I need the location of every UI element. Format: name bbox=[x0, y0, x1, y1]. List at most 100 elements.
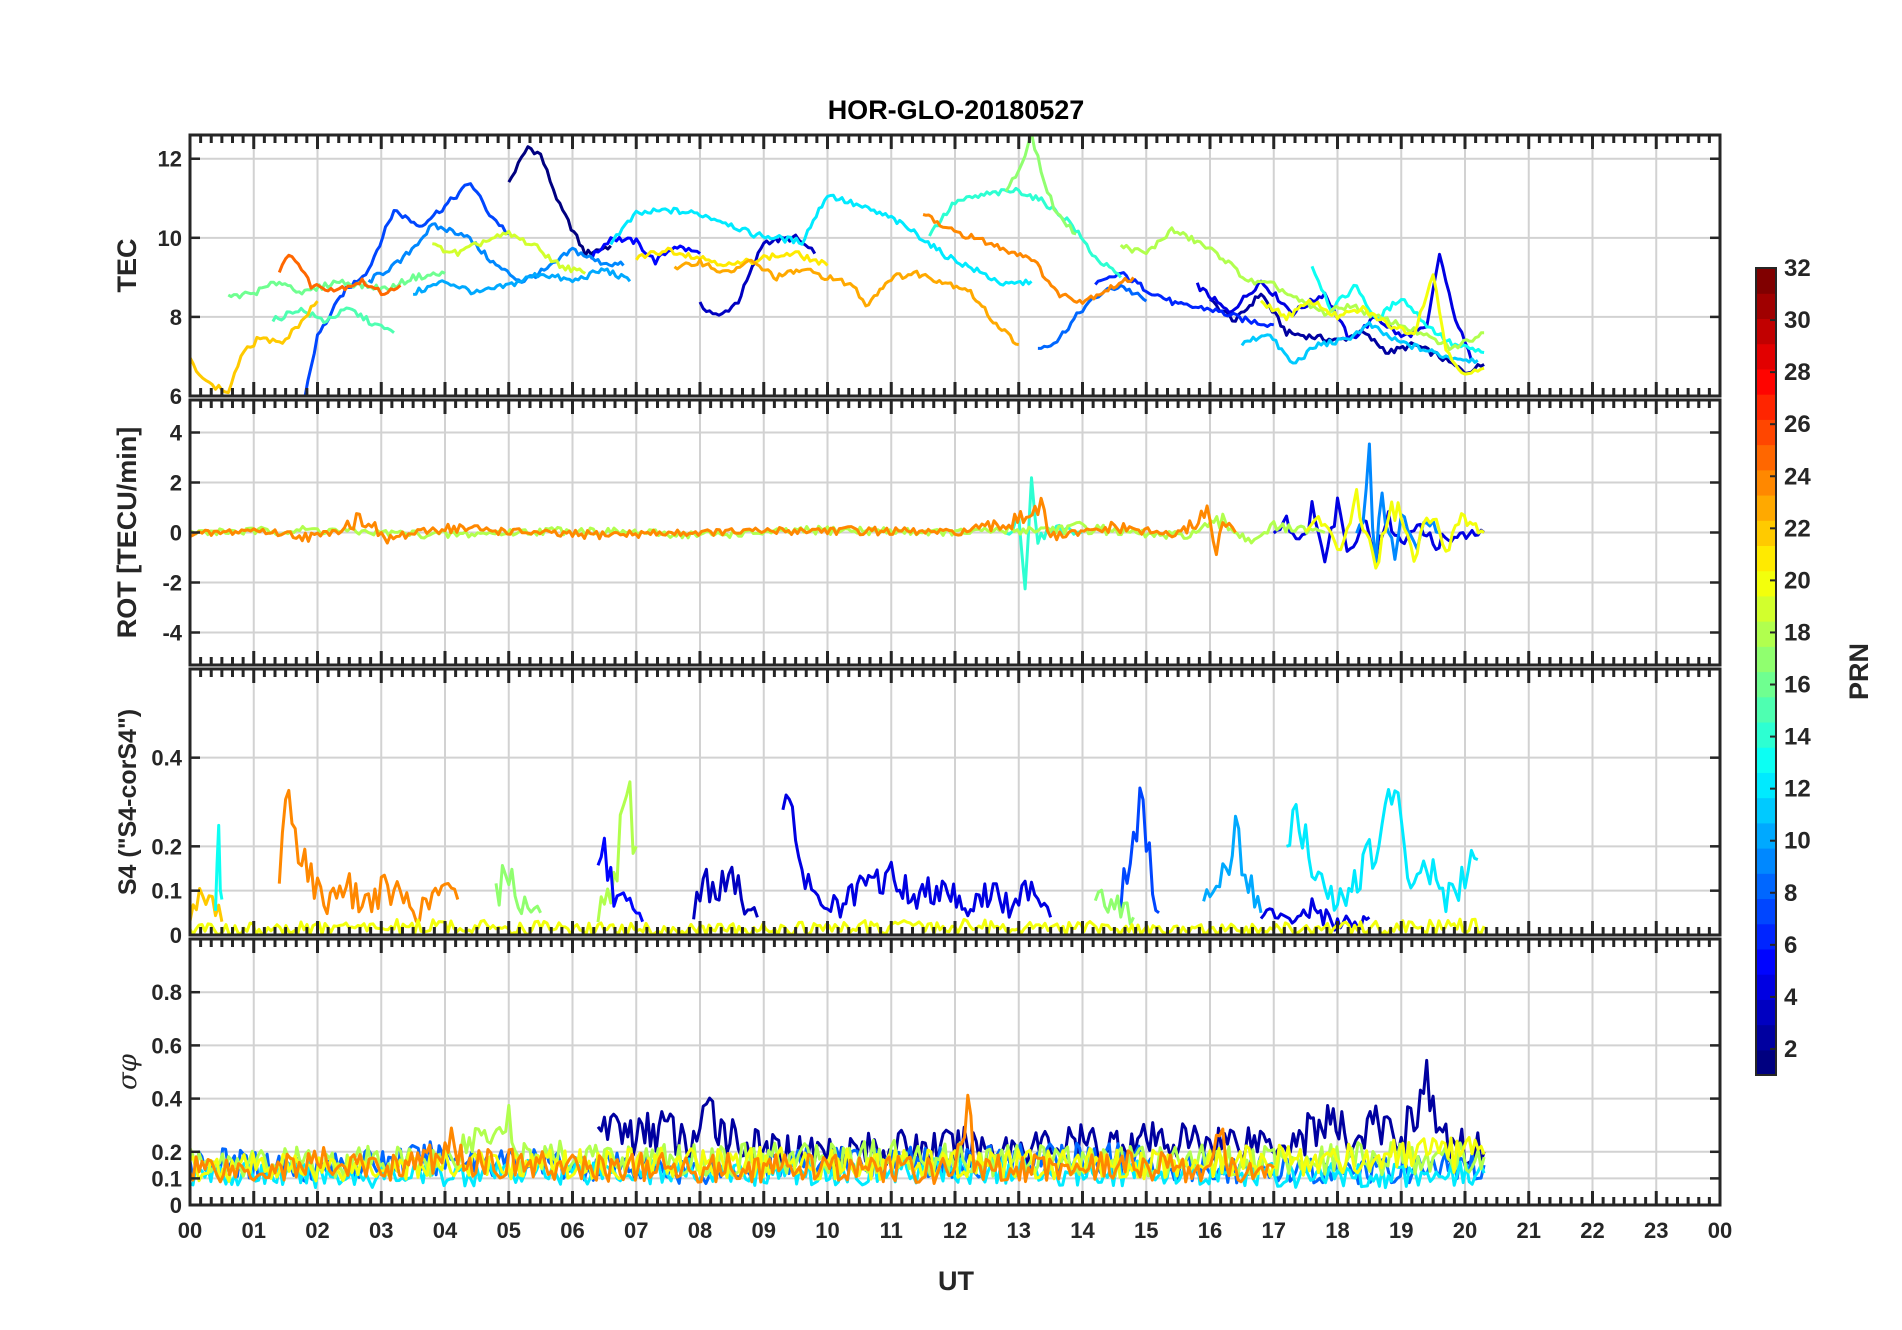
panel-tec-series-prn-20 bbox=[1259, 273, 1485, 376]
colorbar-segment bbox=[1756, 873, 1776, 900]
colorbar-segment bbox=[1756, 1024, 1776, 1051]
panel-s4-ytick-label: 0.4 bbox=[151, 746, 182, 771]
x-tick-label: 23 bbox=[1644, 1218, 1668, 1243]
panel-s4-ytick-label: 0 bbox=[170, 923, 182, 948]
x-tick-label: 06 bbox=[560, 1218, 584, 1243]
panel-s4-series bbox=[190, 780, 1486, 935]
panel-sigphi-series bbox=[190, 1058, 1486, 1190]
colorbar-tick-label: 10 bbox=[1784, 828, 1811, 855]
panel-rot-series-prn-18 bbox=[190, 512, 1326, 545]
colorbar-segment bbox=[1756, 747, 1776, 773]
x-tick-label: 07 bbox=[624, 1218, 648, 1243]
panel-s4: 0 0.1 0.2 0.4 S4 ("S4-corS4") bbox=[114, 667, 1722, 948]
panel-rot-xticks bbox=[188, 400, 1722, 665]
panel-sigphi-ytick-label: 0 bbox=[170, 1193, 182, 1218]
panel-s4-series-prn-10 bbox=[1202, 814, 1263, 914]
panel-rot-series-prn-24 bbox=[190, 496, 1237, 557]
colorbar-tick-label: 6 bbox=[1784, 932, 1797, 959]
x-tick-label: 03 bbox=[369, 1218, 393, 1243]
panel-tec-ytick-label: 6 bbox=[170, 384, 182, 409]
colorbar-label: PRN bbox=[1844, 643, 1874, 700]
x-tick-label: 09 bbox=[752, 1218, 776, 1243]
panel-rot-series-prn-9 bbox=[1355, 442, 1440, 565]
panel-tec-ylabel: TEC bbox=[112, 239, 142, 293]
x-tick-label: 13 bbox=[1007, 1218, 1031, 1243]
panel-s4-xticks bbox=[188, 669, 1722, 935]
colorbar-segment bbox=[1756, 974, 1776, 1000]
panel-tec-series-prn-16 bbox=[227, 270, 446, 300]
x-tick-label: 04 bbox=[433, 1218, 458, 1243]
colorbar-segment bbox=[1756, 848, 1776, 874]
panel-s4-series-prn-13 bbox=[214, 823, 224, 911]
colorbar-segment bbox=[1756, 822, 1776, 849]
panel-tec-grid bbox=[190, 135, 1720, 396]
colorbar-segment bbox=[1756, 923, 1776, 950]
x-tick-label: 12 bbox=[943, 1218, 967, 1243]
panel-tec-series-prn-23 bbox=[673, 258, 1020, 347]
panel-s4-series-prn-18 bbox=[596, 780, 638, 923]
colorbar-tick-label: 30 bbox=[1784, 307, 1811, 334]
panel-tec-series-prn-17 bbox=[1004, 135, 1077, 236]
colorbar-segment bbox=[1756, 671, 1776, 698]
panel-tec-series-prn-7 bbox=[303, 182, 510, 396]
panel-tec-series-prn-21 bbox=[635, 246, 829, 268]
panel-tec-xticks bbox=[188, 135, 1722, 396]
x-tick-label: 01 bbox=[242, 1218, 266, 1243]
panel-tec-series-prn-4 bbox=[1195, 252, 1473, 361]
panel-s4-series-prn-4 bbox=[781, 793, 1053, 919]
panel-tec-series-prn-19 bbox=[432, 229, 587, 275]
x-tick-label: 05 bbox=[497, 1218, 521, 1243]
panel-tec-series-prn-15 bbox=[271, 306, 395, 334]
panel-tec-series bbox=[190, 135, 1485, 396]
panel-tec-series-prn-18 bbox=[1119, 226, 1485, 352]
panel-sigphi-ytick-label: 0.8 bbox=[151, 980, 182, 1005]
panel-s4-series-prn-22 bbox=[190, 887, 224, 922]
panel-tec-yticks: 6 8 10 12 bbox=[158, 147, 1720, 409]
colorbar-segment bbox=[1756, 444, 1776, 471]
panel-tec-series-prn-3 bbox=[698, 233, 817, 317]
colorbar-tick-label: 28 bbox=[1784, 359, 1811, 386]
panel-s4-series-prn-17 bbox=[494, 864, 542, 916]
colorbar-tick-label: 32 bbox=[1784, 255, 1811, 282]
panel-s4-ytick-label: 0.1 bbox=[151, 879, 182, 904]
colorbar-tick-label: 24 bbox=[1784, 463, 1811, 490]
panel-tec-series-prn-9 bbox=[367, 222, 625, 284]
panel-rot-ytick-label: -4 bbox=[162, 621, 182, 646]
panel-s4-series-prn-17 bbox=[1093, 888, 1135, 926]
colorbar-segment bbox=[1756, 1049, 1776, 1076]
panel-sigphi-series-prn-24 bbox=[190, 1093, 1275, 1185]
panel-s4-series-prn-24 bbox=[277, 788, 460, 923]
x-tick-label: 00 bbox=[178, 1218, 202, 1243]
x-tick-label: 18 bbox=[1325, 1218, 1349, 1243]
colorbar-segment bbox=[1756, 268, 1776, 294]
x-tick-label: 00 bbox=[1708, 1218, 1732, 1243]
colorbar-segment bbox=[1756, 621, 1776, 647]
colorbar-tick-label: 20 bbox=[1784, 567, 1811, 594]
colorbar-tick-label: 12 bbox=[1784, 776, 1811, 803]
x-tick-label: 15 bbox=[1134, 1218, 1158, 1243]
colorbar-segment bbox=[1756, 469, 1776, 496]
panel-tec-series-prn-6 bbox=[1094, 271, 1275, 328]
colorbar-segment bbox=[1756, 394, 1776, 420]
panel-s4-series-prn-20 bbox=[190, 917, 1486, 935]
colorbar-segment bbox=[1756, 318, 1776, 345]
colorbar-segment bbox=[1756, 948, 1776, 975]
x-tick-label: 20 bbox=[1453, 1218, 1477, 1243]
x-tick-label: 19 bbox=[1389, 1218, 1413, 1243]
panel-rot-ylabel: ROT [TECU/min] bbox=[112, 427, 142, 638]
panel-sigphi-ytick-label: 0.1 bbox=[151, 1166, 182, 1191]
panel-tec-series-prn-24 bbox=[922, 213, 1135, 305]
colorbar-segment bbox=[1756, 646, 1776, 673]
x-tick-label: 16 bbox=[1198, 1218, 1222, 1243]
panel-sigphi-ytick-label: 0.2 bbox=[151, 1140, 182, 1165]
panel-tec: 6 8 10 12 TEC bbox=[112, 133, 1722, 409]
panel-s4-series-prn-12 bbox=[1286, 788, 1479, 914]
x-tick-label: 22 bbox=[1580, 1218, 1604, 1243]
panel-tec-ytick-label: 12 bbox=[158, 147, 182, 172]
panel-rot-yticks: -4 -2 0 2 4 bbox=[162, 421, 1720, 646]
panel-sigphi-yticks: 00.10.2 0.4 0.6 0.8 bbox=[151, 980, 1720, 1218]
colorbar-segment bbox=[1756, 520, 1776, 547]
colorbar-tick-label: 8 bbox=[1784, 880, 1797, 907]
